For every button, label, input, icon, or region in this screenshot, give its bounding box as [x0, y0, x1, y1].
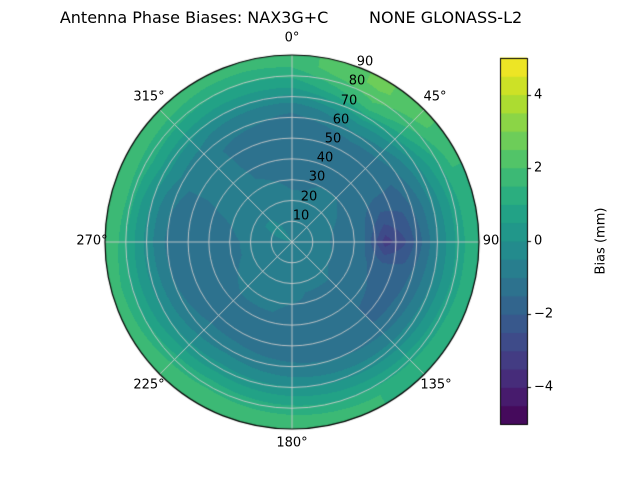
theta-label-45: 45° — [423, 89, 447, 105]
chart-title: Antenna Phase Biases: NAX3G+C NONE GLONA… — [59, 8, 523, 27]
r-tick-label-90: 90 — [356, 54, 374, 70]
theta-label-315: 315° — [133, 89, 165, 105]
r-tick-label-50: 50 — [324, 131, 342, 147]
r-tick-label-30: 30 — [308, 169, 326, 185]
r-tick-label-70: 70 — [340, 93, 358, 109]
theta-label-180: 180° — [276, 435, 308, 451]
theta-label-135: 135° — [420, 377, 452, 393]
r-tick-label-20: 20 — [300, 189, 318, 205]
theta-label-225: 225° — [133, 377, 165, 393]
colorbar-tick-label-2: 2 — [534, 160, 543, 176]
colorbar-tick-label-0: 0 — [534, 233, 543, 249]
r-tick-label-80: 80 — [348, 73, 366, 89]
colorbar-tick-label-m2: −2 — [534, 306, 554, 322]
r-tick-label-10: 10 — [292, 208, 310, 224]
theta-label-270: 270° — [76, 233, 108, 249]
r-tick-label-60: 60 — [332, 112, 350, 128]
r-tick-label-40: 40 — [316, 150, 334, 166]
theta-label-90: 90 — [482, 233, 500, 249]
colorbar-axis-label: Bias (mm) — [593, 207, 609, 275]
theta-label-0: 0° — [284, 30, 300, 46]
colorbar-tick-label-m4: −4 — [534, 379, 554, 395]
colorbar-tick-label-4: 4 — [534, 87, 543, 103]
